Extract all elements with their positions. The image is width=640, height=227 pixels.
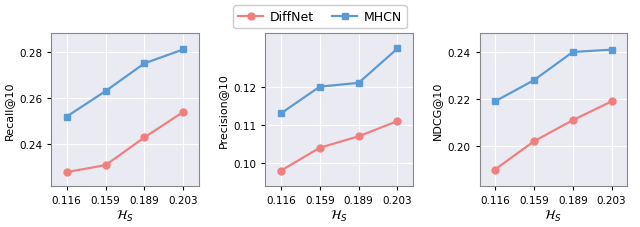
MHCN xyxy=(141,63,148,65)
DiffNet xyxy=(608,101,616,103)
MHCN xyxy=(569,51,577,54)
DiffNet xyxy=(316,147,324,150)
MHCN xyxy=(355,82,362,85)
MHCN xyxy=(608,49,616,52)
Legend: DiffNet, MHCN: DiffNet, MHCN xyxy=(233,6,407,29)
Line: DiffNet: DiffNet xyxy=(277,118,401,174)
MHCN xyxy=(63,116,70,118)
DiffNet xyxy=(63,171,70,174)
Line: DiffNet: DiffNet xyxy=(492,99,615,173)
MHCN xyxy=(277,113,285,115)
Line: MHCN: MHCN xyxy=(63,47,187,121)
X-axis label: $\mathcal{H}_S$: $\mathcal{H}_S$ xyxy=(116,208,134,223)
X-axis label: $\mathcal{H}_S$: $\mathcal{H}_S$ xyxy=(545,208,563,223)
MHCN xyxy=(492,101,499,103)
DiffNet xyxy=(102,164,109,167)
MHCN xyxy=(179,49,187,52)
MHCN xyxy=(530,79,538,82)
DiffNet xyxy=(394,120,401,123)
DiffNet xyxy=(277,170,285,172)
Y-axis label: Recall@10: Recall@10 xyxy=(3,81,13,139)
X-axis label: $\mathcal{H}_S$: $\mathcal{H}_S$ xyxy=(330,208,348,223)
MHCN xyxy=(316,86,324,89)
Line: MHCN: MHCN xyxy=(492,47,615,105)
DiffNet xyxy=(355,135,362,138)
DiffNet xyxy=(141,136,148,139)
DiffNet xyxy=(530,140,538,143)
DiffNet xyxy=(569,119,577,122)
Y-axis label: NDCG@10: NDCG@10 xyxy=(432,81,442,139)
Y-axis label: Precision@10: Precision@10 xyxy=(218,73,228,147)
Line: MHCN: MHCN xyxy=(277,46,401,117)
Line: DiffNet: DiffNet xyxy=(63,109,187,176)
DiffNet xyxy=(492,168,499,171)
MHCN xyxy=(102,90,109,93)
DiffNet xyxy=(179,111,187,114)
MHCN xyxy=(394,48,401,51)
